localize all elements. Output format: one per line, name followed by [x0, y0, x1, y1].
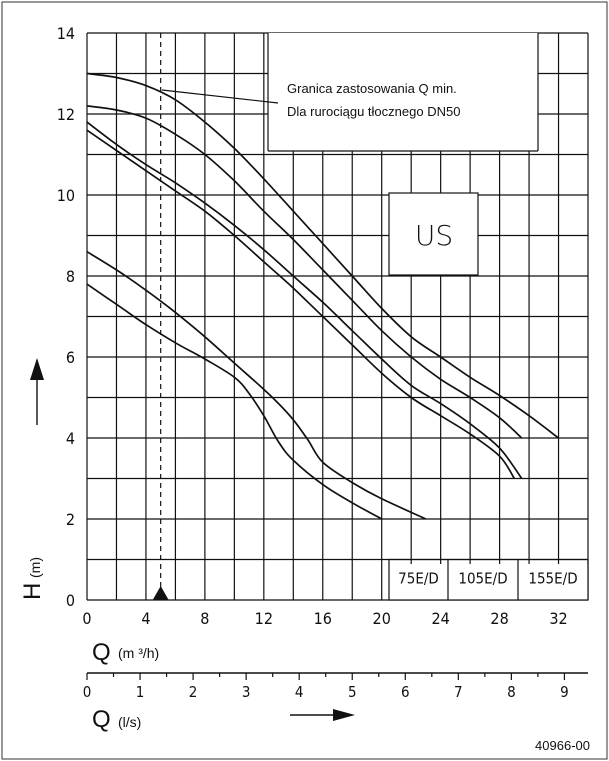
x-axis-unit-secondary: (l/s) — [118, 714, 141, 730]
y-tick-label: 0 — [66, 591, 75, 610]
y-tick-label: 8 — [66, 267, 75, 286]
lps-tick-label: 2 — [189, 683, 198, 701]
x-axis-label-primary: Q — [92, 639, 111, 666]
x-tick-label: 4 — [141, 609, 150, 628]
lps-tick-label: 6 — [401, 683, 410, 701]
legend-area — [389, 564, 588, 600]
lps-tick-label: 3 — [242, 683, 251, 701]
y-axis-unit: (m) — [27, 557, 43, 578]
x-tick-labels-lps: 0 1 2 3 4 5 6 7 8 9 — [83, 673, 569, 701]
annotation-box — [268, 33, 538, 151]
legend-entry: 75E/D — [398, 570, 439, 588]
legend-entry: 155E/D — [528, 570, 577, 588]
pump-curve-4 — [86, 121, 523, 479]
lps-tick-label: 5 — [348, 683, 357, 701]
legend-entry: 105E/D — [458, 570, 507, 588]
lps-tick-label: 7 — [454, 683, 463, 701]
pump-curve-3 — [86, 129, 516, 479]
lps-tick-label: 0 — [83, 683, 92, 701]
lps-tick-label: 1 — [136, 683, 145, 701]
y-axis-label: H — [19, 583, 46, 600]
pump-curve-6 — [86, 72, 560, 439]
y-tick-label: 10 — [57, 186, 75, 205]
annotation-line-1: Granica zastosowania Q min. — [287, 81, 457, 96]
y-axis-label-group: H (m) — [19, 557, 46, 600]
x-axis-label-secondary: Q — [92, 706, 111, 733]
annotation-line-2: Dla rurociągu tłocznego DN50 — [287, 104, 460, 119]
lps-tick-label: 9 — [560, 683, 569, 701]
qmin-marker-triangle — [152, 586, 169, 600]
x-arrow-head-icon — [333, 709, 355, 721]
x-axis-unit-primary: (m ³/h) — [118, 645, 159, 661]
legend-frame — [388, 558, 589, 601]
x-tick-label: 12 — [255, 609, 273, 628]
x-tick-labels-m3h: 0 4 8 12 16 20 24 28 32 — [82, 609, 567, 628]
lps-tick-label: 4 — [295, 683, 304, 701]
region-label-box — [388, 192, 479, 276]
pump-curve-2 — [86, 250, 427, 520]
x-tick-label: 32 — [549, 609, 567, 628]
y-arrow-head-icon — [30, 358, 44, 380]
lps-tick-label: 8 — [507, 683, 516, 701]
legend-layer: 75E/D 105E/D 155E/D — [388, 558, 589, 601]
pump-curve-1 — [86, 283, 383, 520]
x-tick-label: 0 — [82, 609, 91, 628]
x-tick-label: 8 — [200, 609, 209, 628]
y-tick-label: 14 — [57, 24, 75, 43]
x-tick-label: 16 — [314, 609, 332, 628]
y-tick-label: 2 — [66, 510, 75, 529]
annotation-pointer — [161, 89, 279, 104]
y-tick-labels: 0 2 4 6 8 10 12 14 — [57, 24, 75, 610]
y-tick-label: 4 — [66, 429, 75, 448]
y-tick-label: 6 — [66, 348, 75, 367]
x-tick-label: 20 — [373, 609, 391, 628]
x-tick-label: 24 — [431, 609, 449, 628]
x-tick-label: 28 — [490, 609, 508, 628]
figure-code: 40966-00 — [535, 738, 590, 753]
region-label: US — [415, 219, 453, 252]
y-tick-label: 12 — [57, 105, 75, 124]
